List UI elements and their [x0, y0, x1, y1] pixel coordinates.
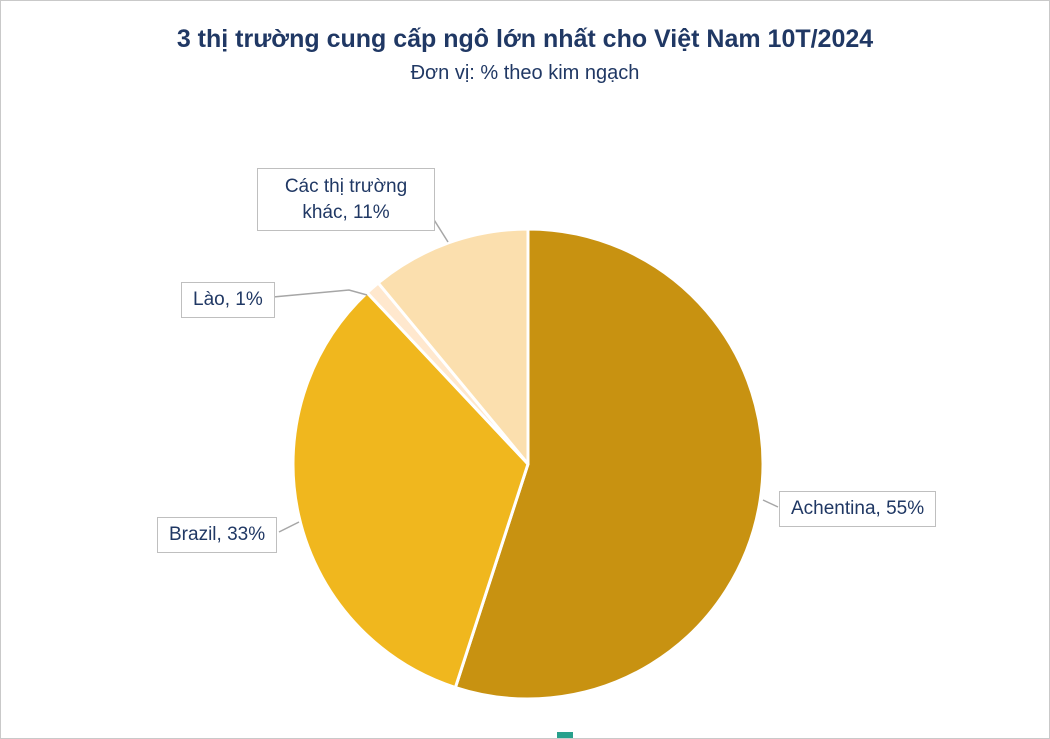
callout-other-markets: Các thị trường khác, 11% [257, 168, 435, 232]
pie-slice-c-c-th-tr-ng-kh-c [376, 227, 530, 466]
leader-line [272, 289, 368, 298]
callout-achentina: Achentina, 55% [779, 491, 937, 527]
callout-lao: Lào, 1% [181, 282, 275, 318]
pie-slice-achentina [453, 227, 765, 701]
chart-subtitle: Đơn vị: % theo kim ngạch [410, 62, 640, 84]
pie-slice-brazil [291, 291, 530, 689]
chart-title: 3 thị trường cung cấp ngô lớn nhất cho V… [176, 25, 874, 53]
bottom-edge-artifact [557, 732, 573, 738]
leader-line [278, 521, 300, 533]
callout-brazil: Brazil, 33% [157, 517, 278, 553]
leader-line [762, 499, 779, 508]
